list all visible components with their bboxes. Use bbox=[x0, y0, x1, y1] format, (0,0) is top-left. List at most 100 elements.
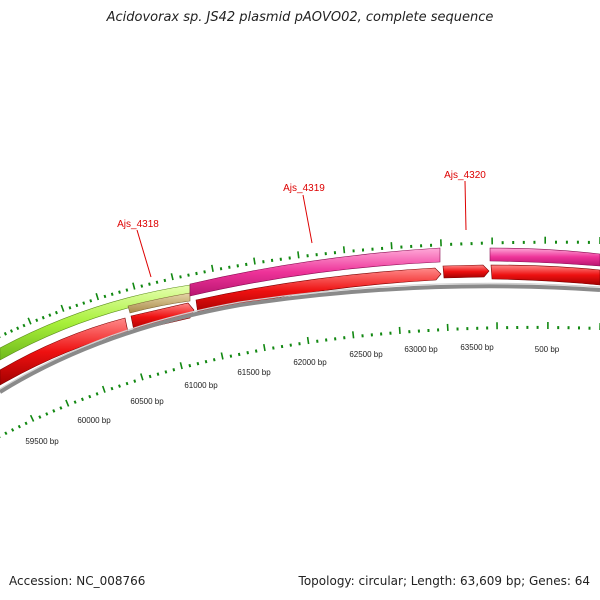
gene-arrow-5 bbox=[490, 264, 600, 286]
minor-tick bbox=[219, 267, 223, 271]
major-tick bbox=[29, 414, 35, 422]
minor-tick bbox=[48, 313, 52, 317]
scale-label: 63500 bp bbox=[460, 343, 494, 352]
minor-tick bbox=[140, 284, 144, 288]
minor-tick bbox=[41, 315, 45, 320]
minor-tick bbox=[118, 384, 121, 388]
major-tick bbox=[60, 304, 65, 312]
minor-tick bbox=[35, 318, 39, 322]
minor-tick bbox=[195, 271, 198, 276]
minor-tick bbox=[68, 306, 72, 310]
major-tick bbox=[132, 282, 136, 290]
feature-pink-band-2 bbox=[489, 247, 600, 267]
gene-arrow-4 bbox=[442, 264, 490, 279]
minor-tick bbox=[133, 379, 137, 383]
minor-tick bbox=[88, 394, 92, 399]
scale-label: 62500 bp bbox=[349, 350, 383, 359]
gene-leader-line bbox=[464, 180, 467, 231]
minor-tick bbox=[155, 280, 159, 284]
minor-tick bbox=[188, 363, 192, 368]
minor-tick bbox=[125, 381, 129, 386]
major-tick bbox=[306, 336, 310, 345]
minor-tick bbox=[212, 358, 216, 362]
topology-text: Topology: circular; Length: 63,609 bp; G… bbox=[298, 574, 590, 588]
minor-tick bbox=[38, 415, 42, 419]
minor-tick bbox=[156, 372, 160, 376]
minor-tick bbox=[45, 412, 49, 416]
minor-tick bbox=[17, 424, 21, 429]
minor-tick bbox=[4, 431, 8, 436]
major-tick bbox=[211, 264, 214, 272]
gene-leader-line bbox=[136, 229, 152, 278]
minor-tick bbox=[16, 326, 20, 331]
minor-tick bbox=[246, 351, 249, 355]
major-tick bbox=[390, 242, 393, 250]
minor-tick bbox=[73, 400, 77, 404]
major-tick bbox=[297, 251, 300, 259]
minor-tick bbox=[148, 282, 151, 286]
major-tick bbox=[95, 293, 100, 301]
minor-tick bbox=[110, 386, 114, 391]
map-title: Acidovorax sp. JS42 plasmid pAOVO02, com… bbox=[106, 10, 494, 25]
minor-tick bbox=[80, 397, 84, 402]
gene-label: Ajs_4318 bbox=[117, 219, 159, 230]
minor-tick bbox=[3, 332, 7, 336]
scale-label: 61000 bp bbox=[184, 381, 218, 390]
minor-tick bbox=[118, 290, 121, 294]
major-tick bbox=[27, 317, 32, 325]
gene-label: Ajs_4319 bbox=[283, 183, 325, 194]
scale-label: 60000 bp bbox=[77, 416, 111, 425]
major-tick bbox=[179, 362, 183, 370]
minor-tick bbox=[289, 343, 292, 347]
minor-tick bbox=[22, 323, 26, 328]
accession-text: Accession: NC_008766 bbox=[9, 574, 146, 588]
plasmid-backbone bbox=[0, 284, 600, 394]
minor-tick bbox=[163, 278, 167, 283]
minor-tick bbox=[245, 262, 248, 267]
minor-tick bbox=[52, 409, 56, 413]
minor-tick bbox=[103, 294, 107, 299]
minor-tick bbox=[9, 329, 14, 333]
major-tick bbox=[398, 326, 401, 334]
major-tick bbox=[342, 246, 346, 254]
minor-tick bbox=[254, 349, 258, 353]
minor-tick bbox=[89, 299, 93, 303]
scale-label: 500 bp bbox=[535, 345, 560, 354]
minor-tick bbox=[229, 354, 233, 358]
minor-tick bbox=[179, 275, 182, 279]
minor-tick bbox=[187, 273, 190, 277]
major-tick bbox=[101, 385, 106, 393]
minor-tick bbox=[228, 265, 231, 269]
feature-pink-band-1 bbox=[189, 247, 441, 297]
minor-tick bbox=[204, 359, 208, 364]
gene-leader-line bbox=[302, 194, 313, 244]
gene-label: Ajs_4320 bbox=[444, 170, 486, 181]
minor-tick bbox=[280, 344, 284, 349]
minor-tick bbox=[172, 368, 176, 372]
scale-label: 60500 bp bbox=[130, 397, 164, 406]
minor-tick bbox=[54, 310, 58, 315]
scale-label: 59500 bp bbox=[25, 437, 59, 446]
major-tick bbox=[140, 373, 144, 381]
major-tick bbox=[220, 352, 224, 360]
minor-tick bbox=[125, 288, 129, 292]
minor-tick bbox=[196, 361, 200, 366]
scale-label: 62000 bp bbox=[293, 358, 327, 367]
scale-label: 61500 bp bbox=[237, 368, 271, 377]
outer-tick-ring bbox=[0, 236, 600, 338]
major-tick bbox=[352, 331, 355, 339]
major-tick bbox=[253, 257, 256, 265]
major-tick bbox=[263, 343, 266, 352]
minor-tick bbox=[95, 392, 99, 396]
minor-tick bbox=[236, 264, 239, 268]
feature-tan-band bbox=[127, 292, 191, 314]
minor-tick bbox=[11, 428, 15, 432]
minor-tick bbox=[24, 421, 28, 426]
minor-tick bbox=[164, 370, 168, 374]
minor-tick bbox=[237, 352, 241, 357]
minor-tick bbox=[110, 292, 114, 296]
minor-tick bbox=[272, 346, 275, 350]
scale-label: 63000 bp bbox=[404, 345, 438, 354]
minor-tick bbox=[148, 374, 152, 379]
